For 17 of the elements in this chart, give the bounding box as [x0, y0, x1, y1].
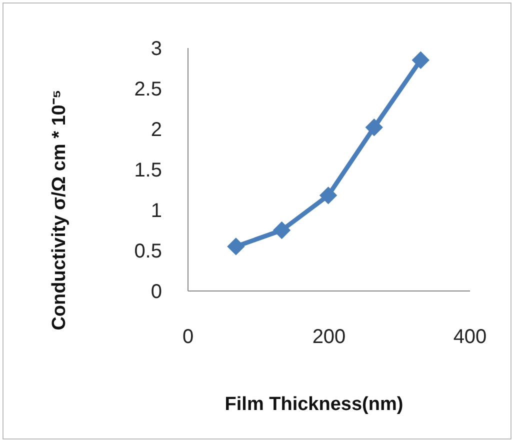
y-tick-label: 1.5 [134, 160, 162, 182]
point [412, 51, 430, 70]
y-tick-label: 0 [150, 281, 162, 303]
y-tick-label: 2 [150, 119, 162, 141]
y-tick-label: 3 [150, 38, 162, 60]
x-axis-title: Film Thickness(nm) [224, 394, 404, 415]
point [227, 238, 245, 256]
x-tick-label: 0 [182, 326, 194, 348]
y-tick-label: 2.5 [134, 78, 162, 100]
y-tick-label: 1 [150, 200, 162, 222]
point [272, 221, 291, 240]
x-tick-label: 400 [453, 326, 487, 348]
x-tick-label: 200 [312, 326, 346, 348]
point [365, 118, 383, 136]
y-axis-title: Conductivity σ/Ω cm * 10⁻⁵ [49, 90, 70, 330]
y-tick-label: 0.5 [134, 240, 162, 262]
point [319, 186, 338, 204]
